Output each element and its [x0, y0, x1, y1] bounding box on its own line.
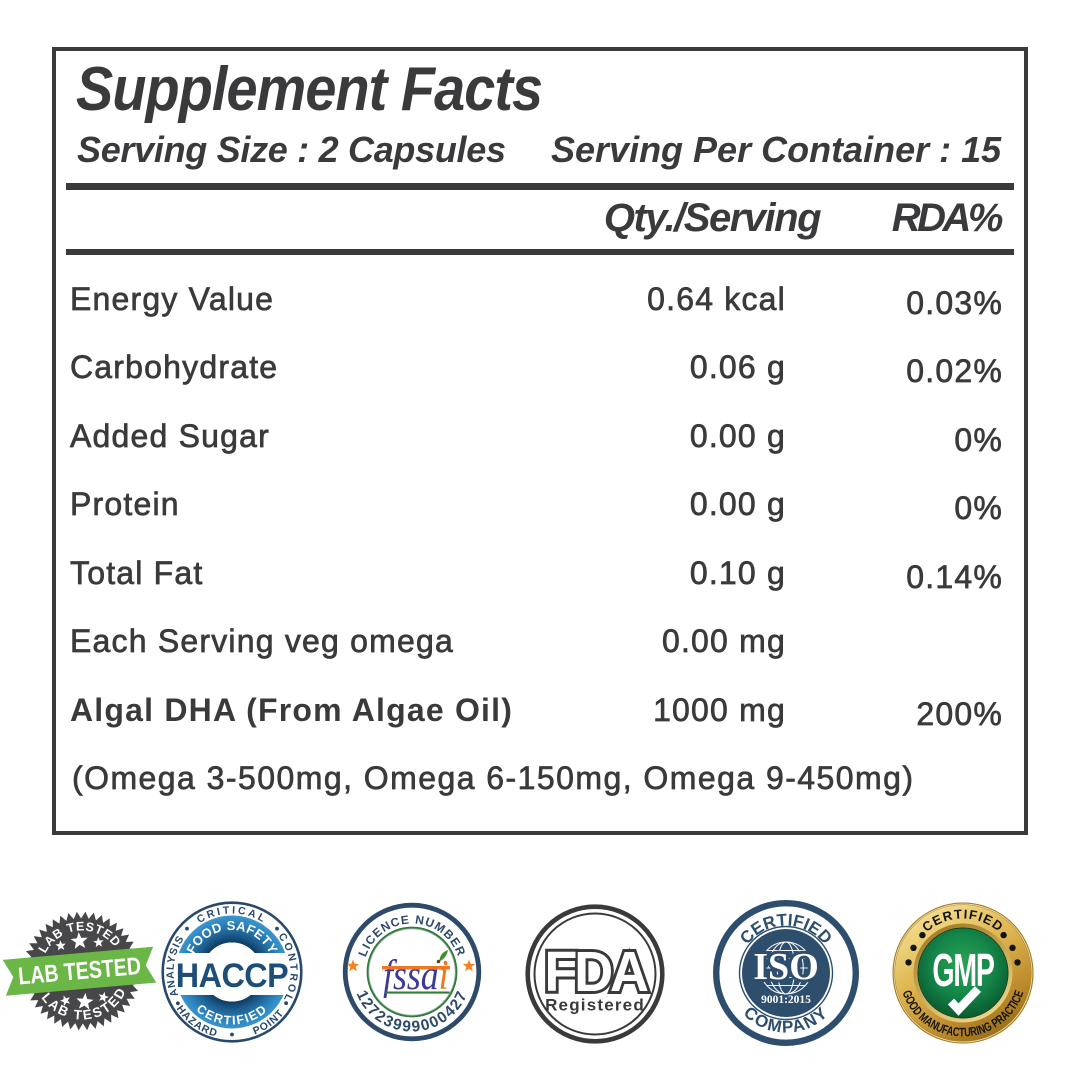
- svg-text:FDA: FDA: [544, 940, 648, 1004]
- svg-text:GMP: GMP: [932, 945, 994, 997]
- svg-text:Registered: Registered: [545, 996, 645, 1015]
- svg-text:ISO: ISO: [753, 946, 818, 988]
- svg-text:fssai: fssai: [383, 952, 448, 998]
- svg-text:HACCP: HACCP: [176, 957, 288, 995]
- svg-text:9001:2015: 9001:2015: [761, 994, 811, 1006]
